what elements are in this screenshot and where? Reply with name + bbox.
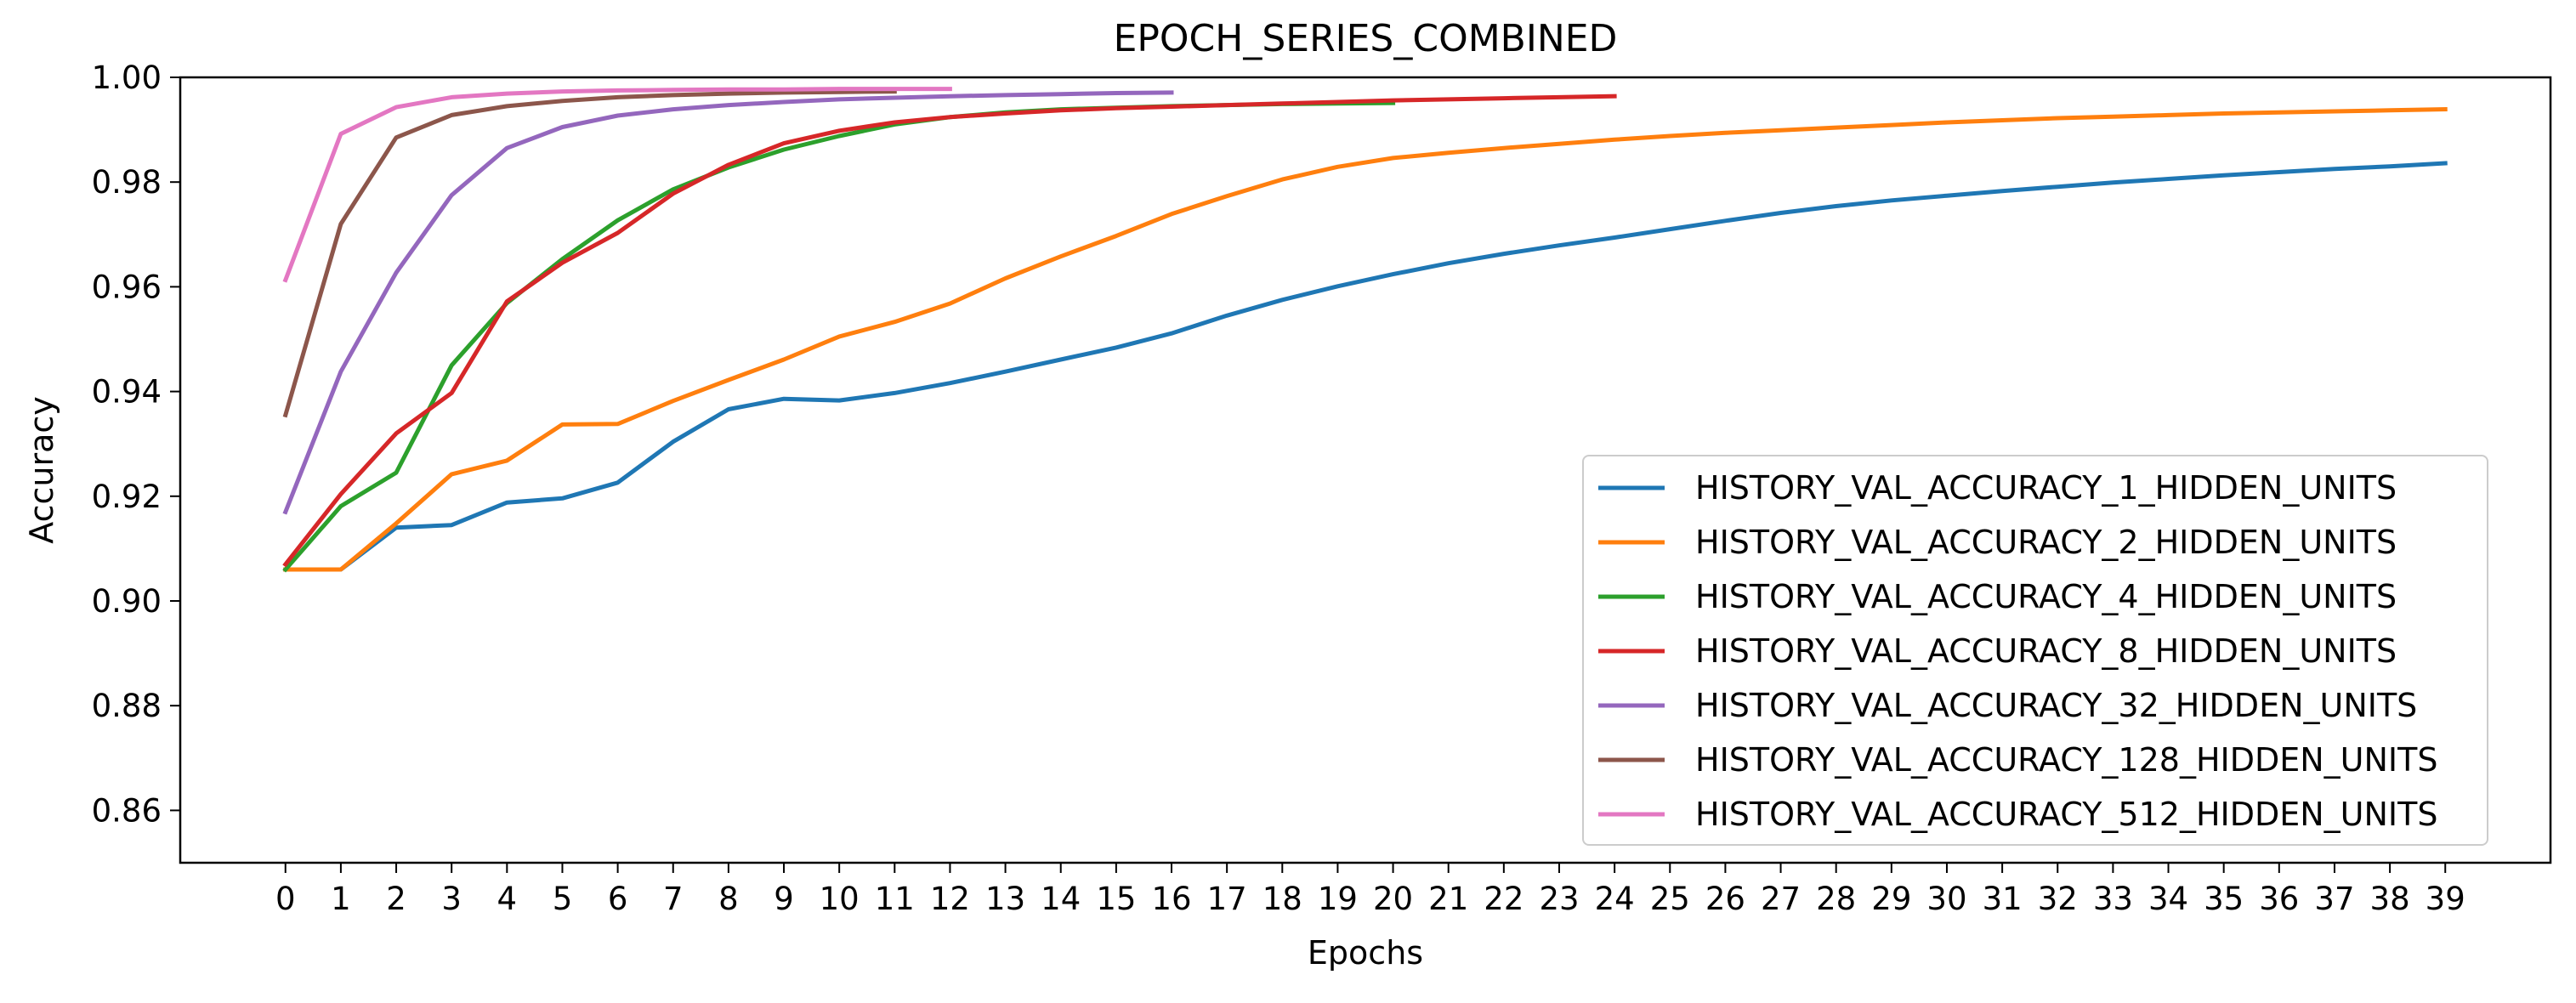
x-tick-label: 26 — [1705, 881, 1745, 917]
legend-label-2: HISTORY_VAL_ACCURACY_4_HIDDEN_UNITS — [1695, 578, 2397, 615]
legend-label-4: HISTORY_VAL_ACCURACY_32_HIDDEN_UNITS — [1695, 687, 2417, 724]
x-tick-label: 37 — [2314, 881, 2354, 917]
legend-label-6: HISTORY_VAL_ACCURACY_512_HIDDEN_UNITS — [1695, 796, 2437, 833]
series-line-6 — [282, 87, 952, 283]
legend-label-5: HISTORY_VAL_ACCURACY_128_HIDDEN_UNITS — [1695, 741, 2437, 779]
y-tick-label: 0.94 — [92, 374, 162, 411]
y-tick-label: 1.00 — [92, 60, 162, 96]
legend-box — [1582, 455, 2488, 846]
x-tick-label: 5 — [553, 881, 573, 917]
y-tick-label: 0.88 — [92, 688, 162, 724]
x-tick-label: 29 — [1871, 881, 1911, 917]
y-tick-label: 0.86 — [92, 792, 162, 829]
series-line-5 — [282, 89, 897, 418]
x-axis-label: Epochs — [1308, 934, 1423, 972]
x-tick-label: 23 — [1539, 881, 1579, 917]
x-axis: 0 1 2 3 4 5 6 7 8 9 10 11 12 13 14 15 16 17 18 19 20 21 22 23 24… — [275, 863, 2465, 917]
legend: HISTORY_VAL_ACCURACY_1_HIDDEN_UNITS HISTO… — [1582, 455, 2488, 846]
y-tick-label: 0.92 — [92, 479, 162, 515]
x-tick-label: 35 — [2204, 881, 2244, 917]
plot-area-frame — [179, 76, 2552, 864]
x-tick-label: 38 — [2370, 881, 2410, 917]
y-tick-label: 0.98 — [92, 164, 162, 201]
x-tick-label: 16 — [1151, 881, 1191, 917]
y-tick-label: 0.90 — [92, 583, 162, 620]
x-tick-label: 19 — [1318, 881, 1358, 917]
legend-label-3: HISTORY_VAL_ACCURACY_8_HIDDEN_UNITS — [1695, 632, 2397, 670]
x-tick-label: 3 — [441, 881, 462, 917]
x-tick-label: 31 — [1983, 881, 2023, 917]
x-tick-label: 24 — [1595, 881, 1635, 917]
x-tick-label: 17 — [1207, 881, 1247, 917]
x-tick-label: 2 — [386, 881, 406, 917]
x-tick-label: 12 — [930, 881, 970, 917]
x-tick-label: 14 — [1041, 881, 1081, 917]
x-tick-label: 36 — [2259, 881, 2299, 917]
x-tick-label: 13 — [985, 881, 1025, 917]
x-tick-label: 4 — [497, 881, 518, 917]
x-tick-label: 9 — [774, 881, 794, 917]
chart-title: EPOCH_SERIES_COMBINED — [1114, 17, 1618, 60]
x-tick-label: 22 — [1484, 881, 1523, 917]
y-axis-label: Accuracy — [23, 396, 60, 544]
x-tick-label: 1 — [331, 881, 351, 917]
y-tick-label: 0.96 — [92, 269, 162, 305]
x-tick-label: 10 — [820, 881, 860, 917]
x-tick-label: 32 — [2038, 881, 2078, 917]
x-tick-label: 27 — [1761, 881, 1801, 917]
x-tick-label: 11 — [875, 881, 915, 917]
x-tick-label: 34 — [2148, 881, 2188, 917]
x-tick-label: 15 — [1096, 881, 1136, 917]
y-axis: 0.86 0.88 0.90 0.92 0.94 0.96 0.98 1.00 — [92, 60, 180, 829]
legend-label-1: HISTORY_VAL_ACCURACY_2_HIDDEN_UNITS — [1695, 524, 2397, 561]
x-tick-label: 28 — [1816, 881, 1856, 917]
legend-label-0: HISTORY_VAL_ACCURACY_1_HIDDEN_UNITS — [1695, 469, 2397, 507]
series-line-3 — [282, 94, 1617, 568]
x-tick-label: 7 — [663, 881, 684, 917]
x-tick-label: 18 — [1262, 881, 1302, 917]
series-line-4 — [282, 90, 1174, 515]
x-tick-label: 0 — [275, 881, 296, 917]
x-tick-label: 6 — [608, 881, 628, 917]
x-tick-label: 25 — [1650, 881, 1690, 917]
x-tick-label: 30 — [1926, 881, 1966, 917]
series-line-1 — [283, 107, 2448, 572]
x-tick-label: 8 — [718, 881, 739, 917]
x-tick-label: 20 — [1373, 881, 1413, 917]
x-tick-label: 33 — [2093, 881, 2133, 917]
series-line-0 — [283, 161, 2448, 572]
x-tick-label: 21 — [1428, 881, 1468, 917]
x-tick-label: 39 — [2426, 881, 2465, 917]
